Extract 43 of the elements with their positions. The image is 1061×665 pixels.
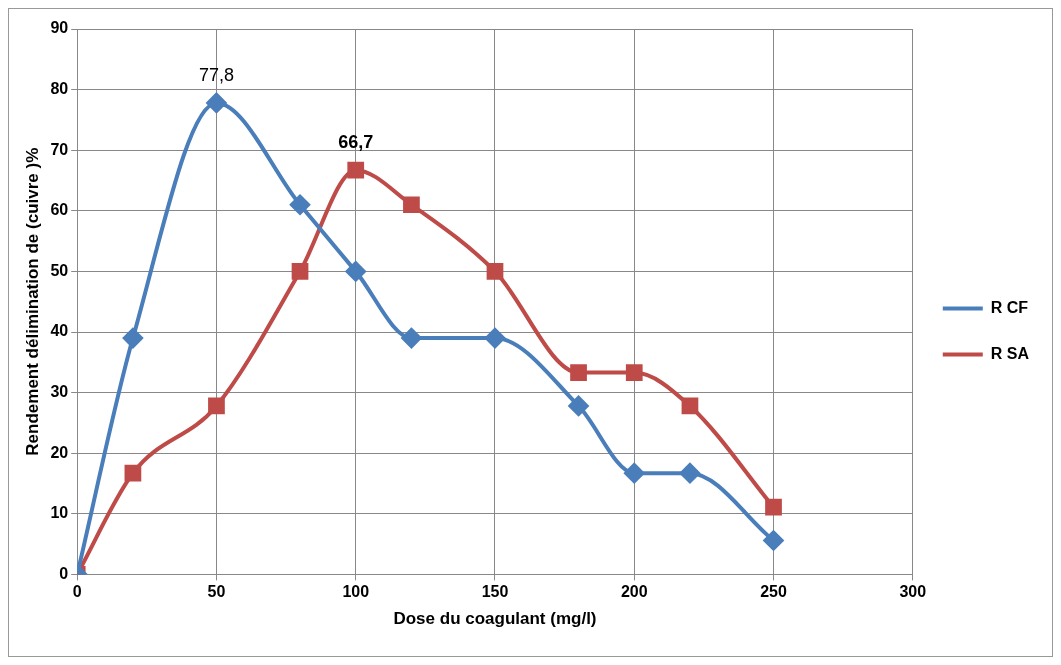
x-tick-label: 100 — [342, 583, 370, 601]
x-tick-label: 300 — [899, 583, 927, 601]
point — [124, 464, 142, 482]
point — [486, 263, 504, 280]
point — [484, 328, 505, 349]
y-tick-label: 50 — [50, 261, 69, 279]
y-tick-label: 70 — [50, 140, 69, 158]
point — [625, 364, 643, 381]
y-tick-label: 40 — [50, 322, 69, 340]
point — [345, 261, 366, 282]
annotation: 77,8 — [198, 64, 234, 85]
point — [624, 463, 645, 484]
x-tick-label: 50 — [207, 583, 226, 601]
x-tick-label: 200 — [620, 583, 648, 601]
legend-label: R CF — [990, 298, 1029, 316]
point — [570, 364, 587, 381]
point — [401, 328, 422, 349]
x-tick-label: 150 — [481, 583, 509, 601]
annotation: 66,7 — [338, 132, 374, 153]
legend-label: R SA — [990, 344, 1030, 362]
y-tick-label: 60 — [50, 201, 69, 219]
point — [681, 397, 699, 415]
x-tick-label: 0 — [72, 583, 82, 601]
y-tick-label: 20 — [50, 443, 69, 461]
point — [347, 161, 365, 179]
point — [765, 498, 782, 516]
y-tick-label: 30 — [50, 383, 69, 401]
y-tick-label: 0 — [59, 564, 69, 582]
x-axis-title: Dose du coagulant (mg/l) — [393, 609, 597, 629]
y-tick-label: 80 — [50, 80, 69, 98]
y-axis-title: Rendement délimination de (cuivre )% — [22, 147, 42, 456]
point — [291, 263, 309, 280]
point — [763, 530, 784, 551]
x-tick-label: 250 — [760, 583, 787, 601]
point — [122, 328, 143, 349]
point — [403, 196, 420, 214]
y-tick-label: 10 — [50, 504, 69, 522]
point — [568, 395, 589, 416]
y-tick-label: 90 — [50, 19, 69, 37]
point — [679, 463, 700, 484]
point — [208, 397, 225, 415]
point — [206, 92, 227, 113]
point — [290, 194, 311, 215]
